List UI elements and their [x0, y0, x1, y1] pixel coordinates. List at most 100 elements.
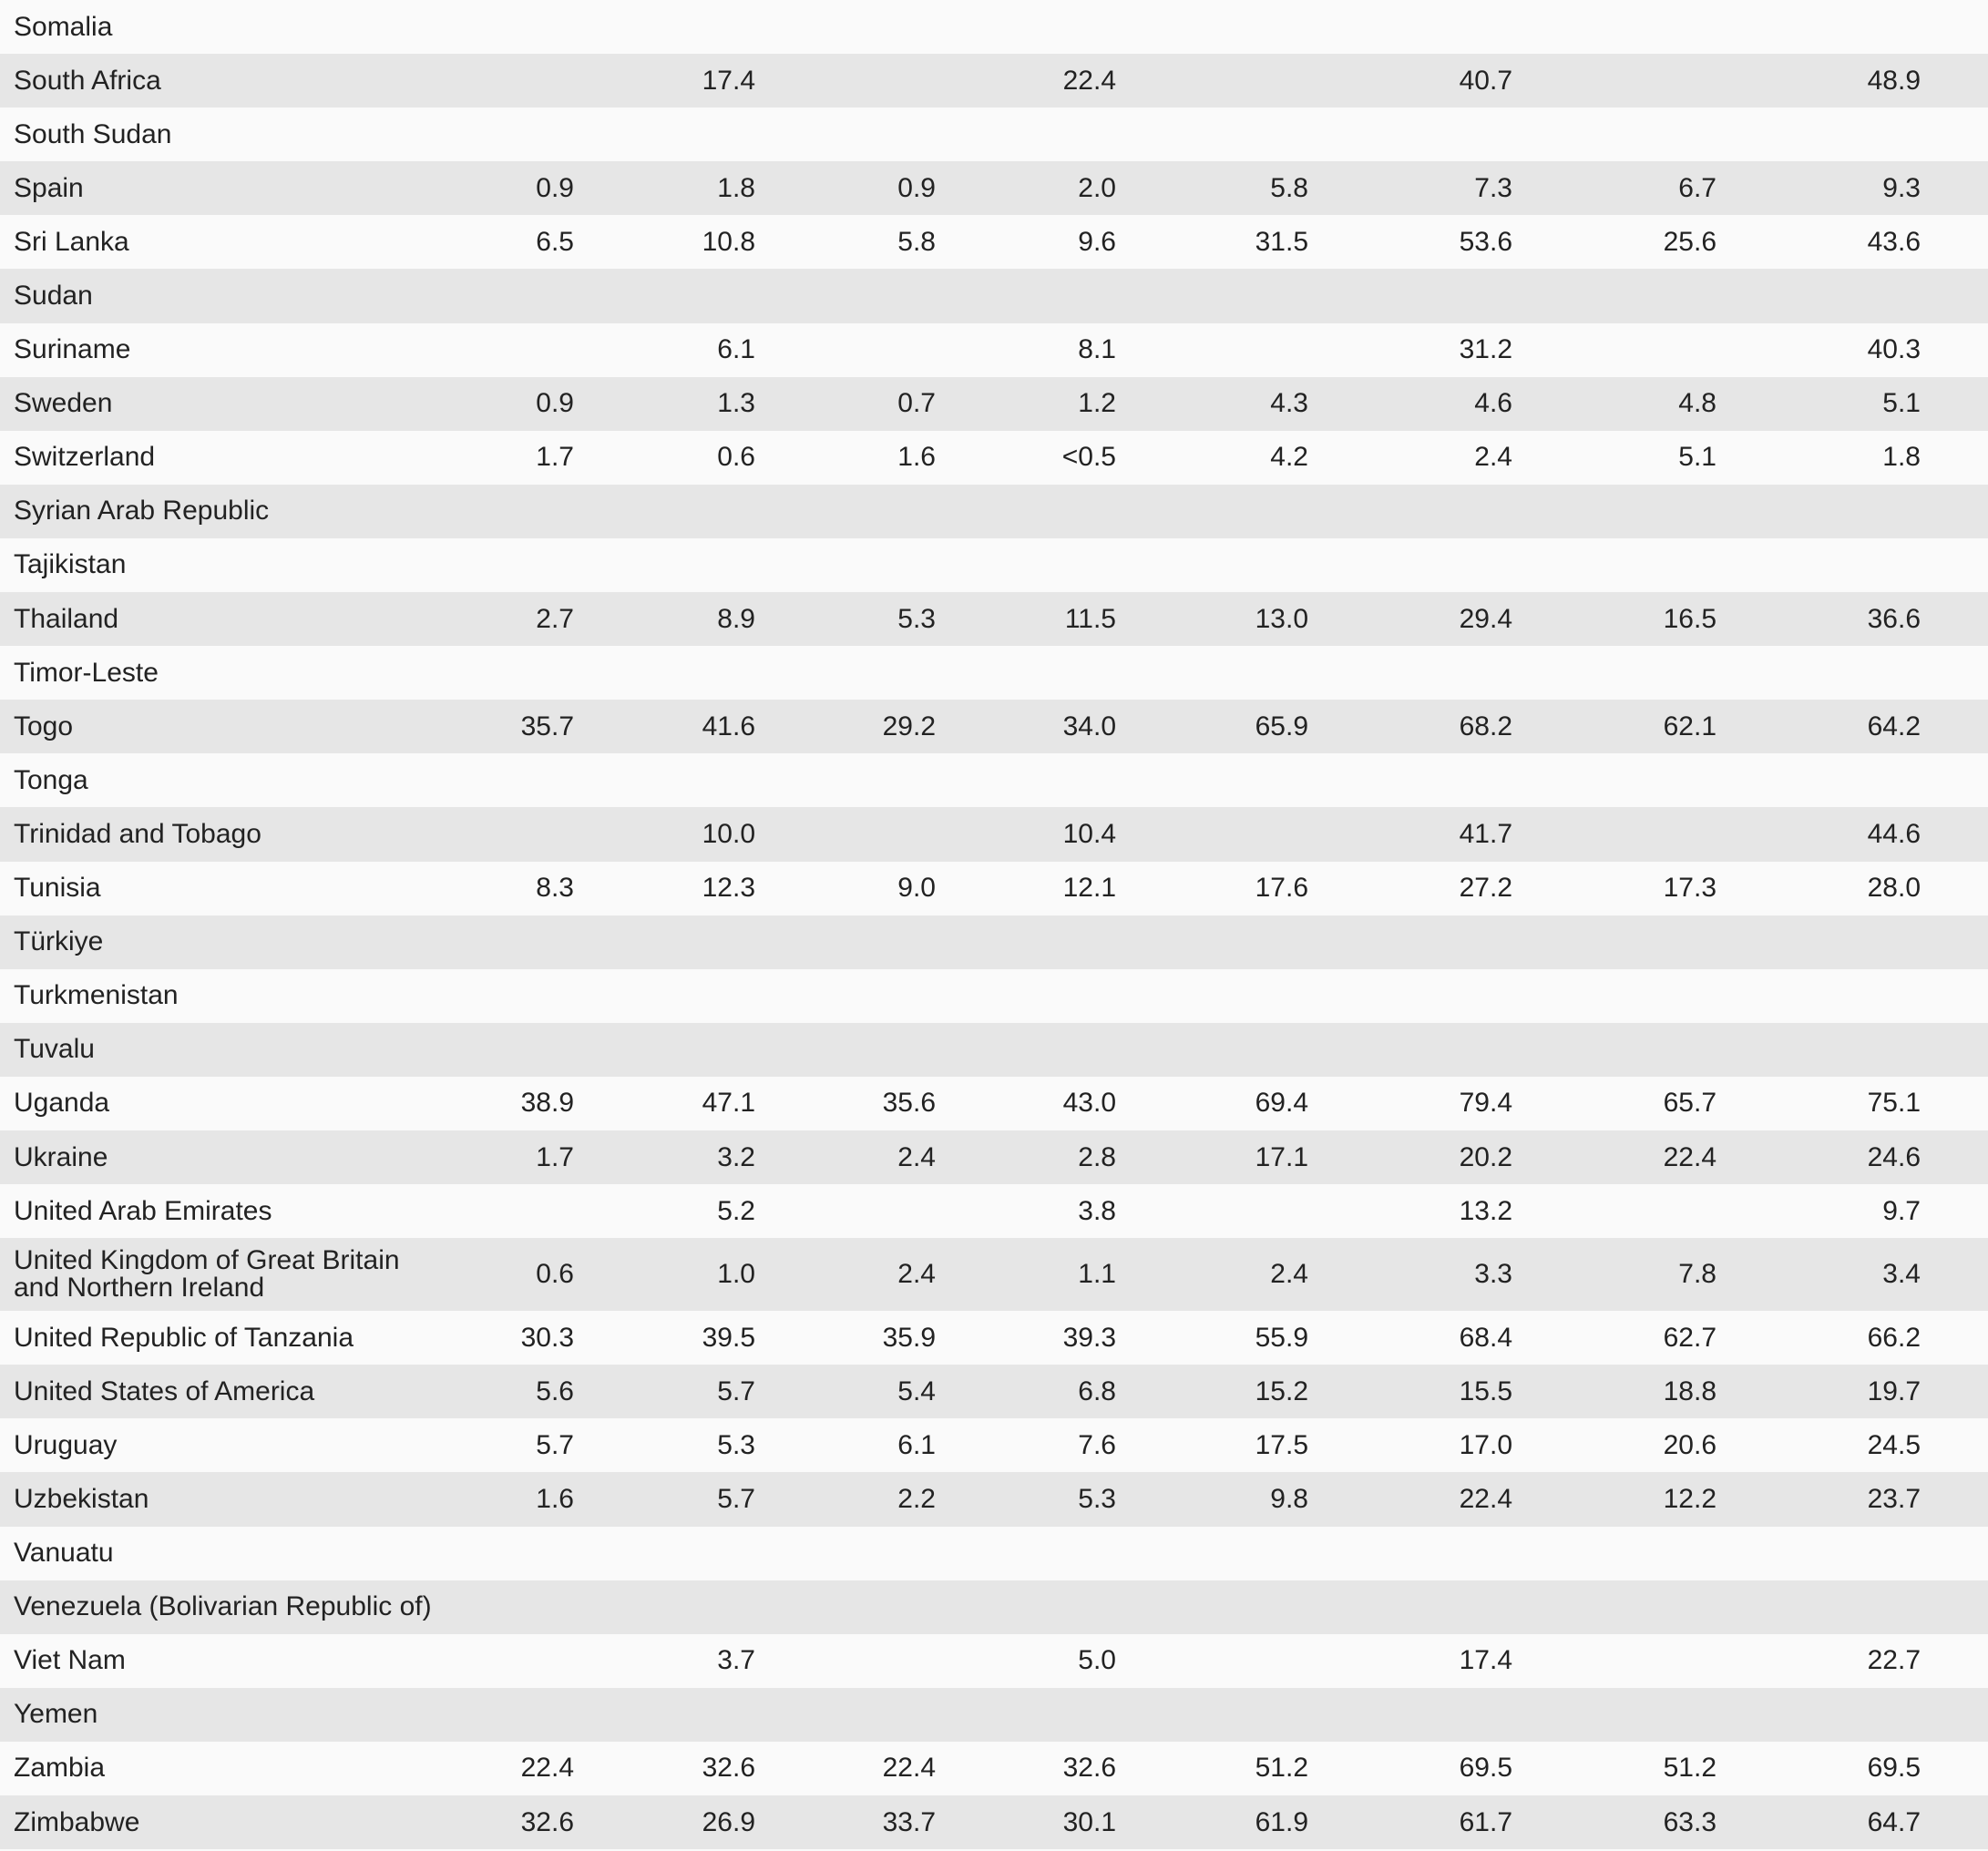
table-row: Togo 35.7 41.6 29.2 34.0 65.9 68.2 62.1 64.2	[0, 700, 1988, 754]
table-row: Ukraine 1.7 3.2 2.4 2.8 17.1 20.2 22.4 24.6	[0, 1130, 1988, 1185]
country-name: Sudan	[14, 281, 93, 312]
country-name: Tajikistan	[14, 549, 127, 580]
value-cell: 6.1	[897, 1429, 936, 1460]
value-cell: 9.0	[897, 873, 936, 904]
value-cell: 69.5	[1867, 1753, 1921, 1784]
value-cell: 2.7	[536, 603, 574, 634]
table-row: Spain 0.9 1.8 0.9 2.0 5.8 7.3 6.7 9.3	[0, 161, 1988, 216]
table-row: Vanuatu	[0, 1526, 1988, 1580]
value-cell: 0.6	[536, 1259, 574, 1290]
table-row: South Africa 17.4 22.4 40.7 48.9	[0, 54, 1988, 108]
value-cell: 5.7	[717, 1375, 755, 1406]
value-cell: 1.7	[536, 1141, 574, 1172]
table-row: Switzerland 1.7 0.6 1.6 <0.5 4.2 2.4 5.1 1.8	[0, 430, 1988, 485]
value-cell: 6.1	[717, 334, 755, 365]
value-cell: 53.6	[1459, 226, 1512, 257]
value-cell: 10.0	[702, 818, 755, 849]
value-cell: 15.5	[1459, 1375, 1512, 1406]
value-cell: 5.2	[717, 1195, 755, 1226]
country-name: United Republic of Tanzania	[14, 1322, 354, 1353]
country-name: Sri Lanka	[14, 226, 129, 257]
value-cell: 69.5	[1459, 1753, 1512, 1784]
value-cell: 22.4	[520, 1753, 574, 1784]
country-name: Turkmenistan	[14, 980, 179, 1011]
value-cell: 24.6	[1867, 1141, 1921, 1172]
country-name: Togo	[14, 711, 74, 741]
value-cell: 4.2	[1270, 442, 1308, 473]
value-cell: 1.6	[897, 442, 936, 473]
value-cell: 5.0	[1078, 1645, 1116, 1676]
country-name: South Africa	[14, 65, 161, 96]
country-name: Tuvalu	[14, 1034, 95, 1065]
table-row: Syrian Arab Republic	[0, 484, 1988, 538]
country-name: Thailand	[14, 603, 119, 634]
value-cell: 29.4	[1459, 603, 1512, 634]
value-cell: 23.7	[1867, 1483, 1921, 1514]
value-cell: 3.3	[1474, 1259, 1512, 1290]
country-name: Timor-Leste	[14, 657, 159, 688]
value-cell: 35.6	[882, 1088, 936, 1119]
table-row: Yemen	[0, 1687, 1988, 1742]
value-cell: 0.9	[536, 172, 574, 203]
value-cell: 55.9	[1255, 1322, 1308, 1353]
country-name: Uruguay	[14, 1429, 118, 1460]
value-cell: 75.1	[1867, 1088, 1921, 1119]
country-name: Suriname	[14, 334, 131, 365]
value-cell: 26.9	[702, 1806, 755, 1837]
country-name: Ukraine	[14, 1141, 108, 1172]
value-cell: 2.4	[1270, 1259, 1308, 1290]
value-cell: 5.3	[717, 1429, 755, 1460]
value-cell: 68.2	[1459, 711, 1512, 741]
value-cell: 39.3	[1062, 1322, 1116, 1353]
value-cell: 9.6	[1078, 226, 1116, 257]
value-cell: 6.8	[1078, 1375, 1116, 1406]
country-name: United States of America	[14, 1375, 315, 1406]
value-cell: 17.3	[1663, 873, 1716, 904]
value-cell: 9.3	[1882, 172, 1921, 203]
value-cell: 5.1	[1882, 388, 1921, 419]
value-cell: 17.0	[1459, 1429, 1512, 1460]
table-row: Tajikistan	[0, 537, 1988, 593]
table-row: Uganda 38.9 47.1 35.6 43.0 69.4 79.4 65.7 75.1	[0, 1076, 1988, 1130]
value-cell: 63.3	[1663, 1806, 1716, 1837]
value-cell: 68.4	[1459, 1322, 1512, 1353]
table-row: Sweden 0.9 1.3 0.7 1.2 4.3 4.6 4.8 5.1	[0, 376, 1988, 431]
value-cell: 62.7	[1663, 1322, 1716, 1353]
value-cell: 41.6	[702, 711, 755, 741]
value-cell: 7.6	[1078, 1429, 1116, 1460]
value-cell: 30.3	[520, 1322, 574, 1353]
value-cell: 64.2	[1867, 711, 1921, 741]
value-cell: 51.2	[1255, 1753, 1308, 1784]
country-name: Syrian Arab Republic	[14, 496, 270, 527]
value-cell: 61.7	[1459, 1806, 1512, 1837]
value-cell: 17.6	[1255, 873, 1308, 904]
value-cell: 1.8	[1882, 442, 1921, 473]
value-cell: 25.6	[1663, 226, 1716, 257]
value-cell: 1.3	[717, 388, 755, 419]
country-name: Zambia	[14, 1753, 106, 1784]
value-cell: 1.0	[717, 1259, 755, 1290]
value-cell: 1.8	[717, 172, 755, 203]
value-cell: 43.6	[1867, 226, 1921, 257]
value-cell: 6.7	[1678, 172, 1716, 203]
value-cell: 48.9	[1867, 65, 1921, 96]
country-name: Vanuatu	[14, 1538, 114, 1569]
table-row: Tuvalu	[0, 1022, 1988, 1077]
value-cell: 20.6	[1663, 1429, 1716, 1460]
table-row: Suriname 6.1 8.1 31.2 40.3	[0, 322, 1988, 377]
value-cell: 40.3	[1867, 334, 1921, 365]
value-cell: 20.2	[1459, 1141, 1512, 1172]
value-cell: 35.7	[520, 711, 574, 741]
value-cell: 5.3	[1078, 1483, 1116, 1514]
value-cell: 28.0	[1867, 873, 1921, 904]
value-cell: 41.7	[1459, 818, 1512, 849]
value-cell: 22.4	[1663, 1141, 1716, 1172]
value-cell: 22.4	[1459, 1483, 1512, 1514]
value-cell: 3.8	[1078, 1195, 1116, 1226]
value-cell: 69.4	[1255, 1088, 1308, 1119]
value-cell: 29.2	[882, 711, 936, 741]
country-name: United Arab Emirates	[14, 1195, 272, 1226]
value-cell: 2.4	[897, 1259, 936, 1290]
table-row: United Kingdom of Great Britain and Nort…	[0, 1238, 1988, 1312]
value-cell: 7.8	[1678, 1259, 1716, 1290]
